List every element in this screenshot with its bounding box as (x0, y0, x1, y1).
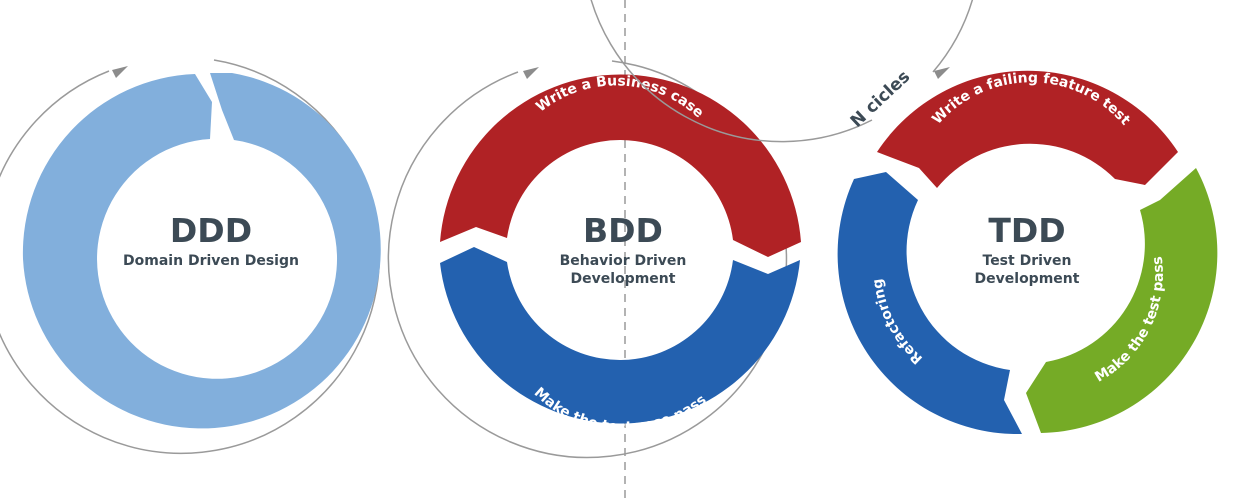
tdd-outline-arc (590, 0, 974, 143)
tdd-subtitle-line1: Test Driven (983, 253, 1072, 269)
tdd-outline-arrow-icon (934, 67, 950, 79)
ddd-ring (22, 73, 381, 429)
bdd-subtitle-line1: Behavior Driven (560, 253, 687, 269)
tdd-subtitle-line2: Development (975, 271, 1080, 287)
tdd-segment-right (1026, 168, 1218, 433)
tdd-segment-left (837, 172, 1022, 435)
ddd-title: DDD (170, 211, 252, 250)
ddd-cycle: DDD Domain Driven Design (0, 59, 381, 455)
bdd-segment-top (440, 74, 801, 257)
bdd-title: BDD (583, 211, 663, 250)
tdd-segment-top (877, 70, 1178, 188)
bdd-outline-arrow-icon (523, 67, 539, 79)
bdd-cycle: Write a Business case Make the test case… (387, 60, 801, 459)
ddd-outline-arrow-icon (112, 66, 128, 78)
tdd-title: TDD (988, 211, 1065, 250)
bdd-segment-bottom (440, 247, 800, 424)
bdd-subtitle-line2: Development (571, 271, 676, 287)
ddd-subtitle: Domain Driven Design (123, 253, 299, 269)
